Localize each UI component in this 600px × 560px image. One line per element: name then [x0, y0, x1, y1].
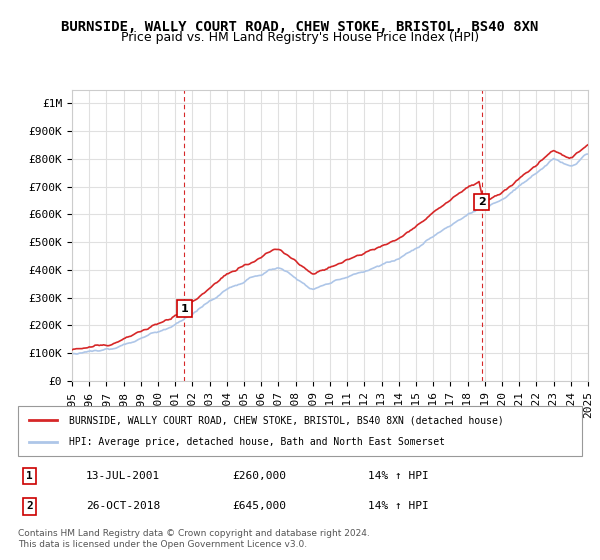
Text: 1: 1	[181, 304, 188, 314]
Text: 2: 2	[478, 197, 485, 207]
Text: HPI: Average price, detached house, Bath and North East Somerset: HPI: Average price, detached house, Bath…	[69, 437, 445, 447]
Text: £260,000: £260,000	[232, 471, 286, 481]
Text: £645,000: £645,000	[232, 501, 286, 511]
FancyBboxPatch shape	[18, 406, 582, 456]
Text: 1: 1	[26, 471, 32, 481]
Text: BURNSIDE, WALLY COURT ROAD, CHEW STOKE, BRISTOL, BS40 8XN: BURNSIDE, WALLY COURT ROAD, CHEW STOKE, …	[61, 20, 539, 34]
Text: 26-OCT-2018: 26-OCT-2018	[86, 501, 160, 511]
Text: Contains HM Land Registry data © Crown copyright and database right 2024.
This d: Contains HM Land Registry data © Crown c…	[18, 529, 370, 549]
Text: 14% ↑ HPI: 14% ↑ HPI	[368, 501, 428, 511]
Text: Price paid vs. HM Land Registry's House Price Index (HPI): Price paid vs. HM Land Registry's House …	[121, 31, 479, 44]
Text: 14% ↑ HPI: 14% ↑ HPI	[368, 471, 428, 481]
Text: BURNSIDE, WALLY COURT ROAD, CHEW STOKE, BRISTOL, BS40 8XN (detached house): BURNSIDE, WALLY COURT ROAD, CHEW STOKE, …	[69, 415, 503, 425]
Text: 2: 2	[26, 501, 32, 511]
Text: 13-JUL-2001: 13-JUL-2001	[86, 471, 160, 481]
